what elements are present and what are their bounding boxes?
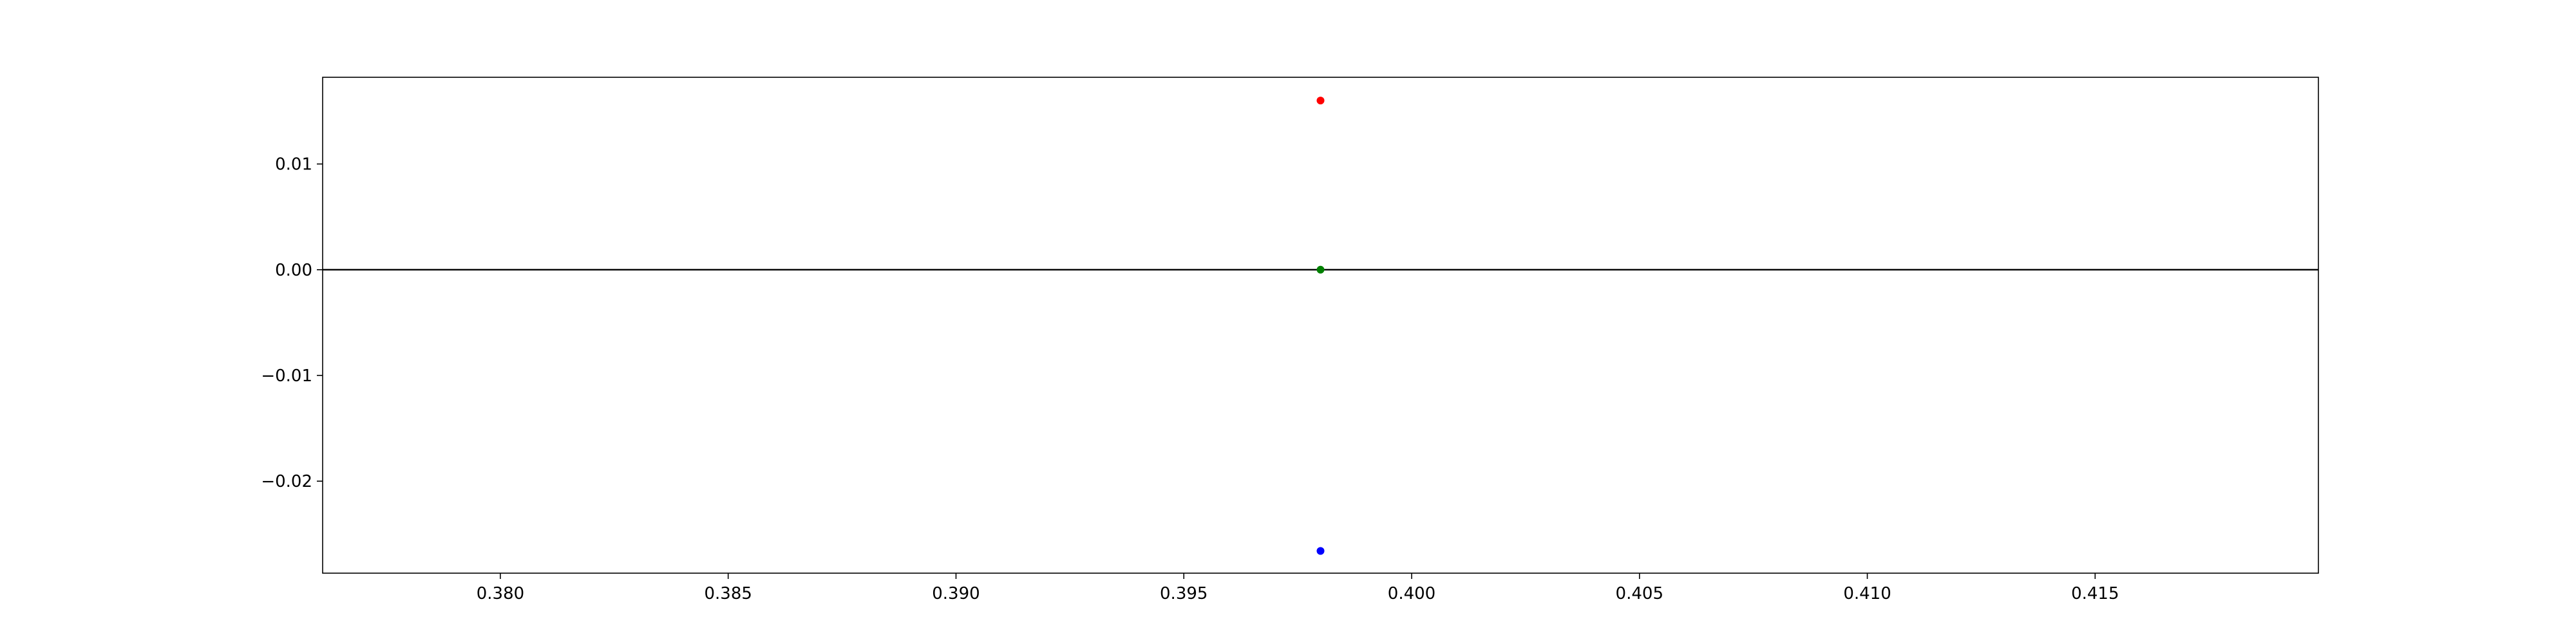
x-tick-label: 0.380: [477, 584, 524, 603]
x-tick-label: 0.415: [2071, 584, 2119, 603]
plot-area-frame: [322, 77, 2319, 574]
data-points: [1316, 97, 1325, 555]
x-tick-label: 0.390: [932, 584, 980, 603]
x-tick-label: 0.395: [1160, 584, 1208, 603]
x-tick-label: 0.410: [1843, 584, 1891, 603]
data-point-series-2: [1316, 265, 1325, 274]
x-tick-label: 0.400: [1388, 584, 1435, 603]
y-tick-label: −0.01: [261, 366, 312, 386]
x-tick-label: 0.385: [704, 584, 752, 603]
y-tick-label: −0.02: [261, 472, 312, 491]
y-tick-label: 0.00: [275, 261, 312, 280]
data-point-series-3: [1316, 547, 1325, 555]
x-tick-label: 0.405: [1616, 584, 1663, 603]
y-tick-label: 0.01: [275, 155, 312, 175]
data-point-series-1: [1316, 97, 1325, 105]
x-axis-ticks: 0.380 0.385 0.390 0.395 0.400 0.405 0.410 0.415: [477, 573, 2119, 603]
y-axis-ticks: 0.01 0.00 −0.01 −0.02: [261, 155, 323, 491]
